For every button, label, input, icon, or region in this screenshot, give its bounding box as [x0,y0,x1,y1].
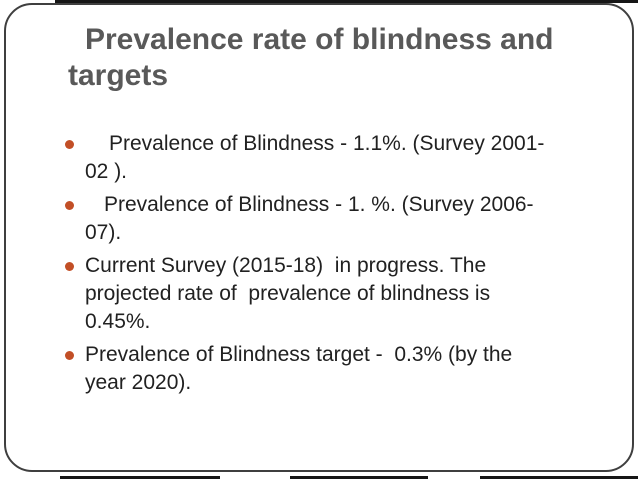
bullet-item: Prevalence of Blindness - 1. %. (Survey … [65,191,610,247]
bullet-icon [65,351,74,360]
slide-title: Prevalence rate of blindness and targets [68,23,554,92]
bullet-item: Prevalence of Blindness - 1.1%. (Survey … [65,130,610,186]
bullet-icon [65,201,74,210]
bullet-text: Prevalence of Blindness - 1. %. (Survey … [85,193,534,244]
bottom-edge-bar [290,476,428,479]
top-edge-bar [55,0,638,3]
bullet-item: Current Survey (2015-18) in progress. Th… [65,252,610,336]
bullet-icon [65,262,74,271]
bottom-edge-bar [60,476,220,479]
bullet-text: Current Survey (2015-18) in progress. Th… [85,254,491,333]
bottom-edge-bar [480,476,638,479]
slide-border [4,3,634,472]
bullet-text: Prevalence of Blindness target - 0.3% (b… [85,343,513,394]
bullet-icon [65,140,74,149]
bullet-list: Prevalence of Blindness - 1.1%. (Survey … [65,130,610,397]
bullet-text: Prevalence of Blindness - 1.1%. (Survey … [85,132,545,183]
bullet-item: Prevalence of Blindness target - 0.3% (b… [65,341,610,397]
